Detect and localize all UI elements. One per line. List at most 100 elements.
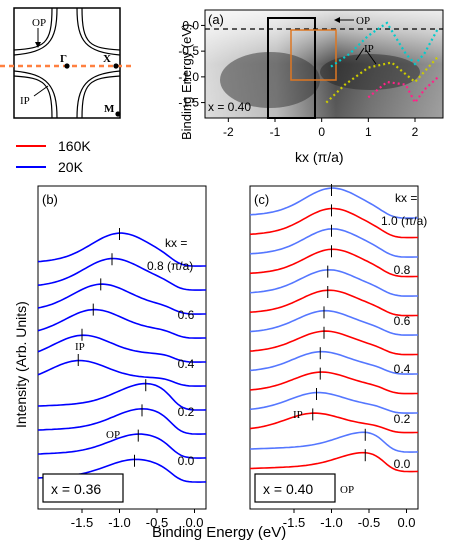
panel-a-xtick-label: -1	[270, 125, 281, 139]
panel-b-xtick-label: -1.0	[108, 515, 130, 530]
panel-c-edc-curve-20k	[249, 350, 418, 375]
panel-a-label: (a)	[208, 12, 224, 27]
panel-a-orange-box	[290, 29, 337, 81]
panel-b-edc-curve	[37, 257, 206, 291]
panel-c-edc-curve-160k	[249, 330, 418, 356]
panel-a-ip-label: IP	[364, 43, 374, 55]
panel-c-edc-curve-20k	[249, 309, 418, 336]
panel-a-annotation: x = 0.40	[208, 100, 251, 114]
panel-b-edc-curve	[37, 334, 206, 363]
panel-c-kx-label: 0.0	[394, 457, 411, 471]
legend: 160K 20K	[16, 138, 91, 175]
panel-c-edc-curve-20k	[249, 228, 418, 258]
panel-a-xlabel: kx (π/a)	[295, 149, 344, 165]
panel-b-kx-header: kx =	[165, 236, 187, 250]
panel-c-kx-top: 1.0 (π/a)	[381, 214, 427, 228]
panel-a: (a) x = 0.40 OP IP Binding Energy (eV) 0…	[178, 9, 444, 165]
panel-a-ip-dispersion-2	[367, 76, 440, 105]
bz-m-label: M	[104, 103, 115, 115]
panel-b-kx-label: 0.4	[178, 357, 195, 371]
panel-c-xtick-label: 0.0	[397, 515, 415, 530]
panel-c-kx-labels: 0.8 0.6 0.4 0.2 0.0	[394, 263, 411, 471]
panel-c-kx-header: kx =	[395, 191, 417, 205]
panel-c-ip-label: IP	[293, 409, 303, 421]
panel-a-black-box	[267, 17, 316, 119]
panel-c-label: (c)	[254, 192, 269, 207]
panel-c-edc-curve-20k	[249, 268, 418, 297]
panel-b-edc-curve	[37, 359, 206, 387]
intensity-ylabel: Intensity (Arb. Units)	[13, 301, 29, 428]
x-point	[113, 63, 119, 69]
m-point	[115, 111, 121, 117]
panel-c-edc-curve-160k	[249, 289, 418, 317]
panel-c-xticks: -1.5 -1.0 -0.5 0.0	[283, 509, 416, 530]
brillouin-zone-diagram: OP Γ X IP M	[0, 7, 132, 119]
gamma-point	[64, 63, 70, 69]
bz-ip-label: IP	[20, 95, 30, 107]
panel-b-kx-label: 0.0	[178, 454, 195, 468]
panel-c-edc-curve-160k	[249, 371, 418, 395]
panel-c-xtick-label: -1.0	[320, 515, 342, 530]
panel-b: (b) kx = 0.8 (π/a) 0.6 0.4 0.2 0.0 IP OP x …	[37, 185, 207, 530]
panel-b-label: (b)	[42, 192, 58, 207]
panel-b-ip-label: IP	[75, 341, 85, 353]
panel-c-xtick-label: -0.5	[358, 515, 380, 530]
panel-c-sample: x = 0.40	[263, 481, 313, 497]
panel-b-xtick-label: -1.5	[71, 515, 93, 530]
legend-label-20k: 20K	[58, 159, 84, 175]
panel-c-curves	[249, 184, 419, 473]
panel-b-edc-curve	[37, 407, 207, 435]
panel-c-kx-label: 0.4	[394, 362, 411, 376]
panel-b-kx-labels: 0.6 0.4 0.2 0.0	[178, 308, 195, 468]
panel-b-edc-curve	[37, 433, 207, 459]
panel-a-xtick-label: 0	[318, 125, 325, 139]
panel-a-ip-dispersion-1	[325, 55, 440, 104]
panel-a-op-label: OP	[356, 15, 370, 27]
panel-a-yticks: 0.0 -0.5 -1.0 -1.5	[178, 18, 205, 110]
panel-b-edc-curve	[37, 382, 207, 411]
panel-c: (c) kx = 1.0 (π/a) 0.8 0.6 0.4 0.2 0.0 IP OP…	[249, 184, 427, 530]
panel-b-curves	[37, 228, 207, 483]
panel-b-edc-curve	[37, 308, 206, 339]
panel-c-kx-label: 0.2	[394, 412, 411, 426]
panel-b-edc-curve	[37, 232, 206, 267]
fermi-surface-inner	[13, 7, 121, 119]
bottom-xlabel: Binding Energy (eV)	[152, 524, 286, 541]
panel-b-edc-curve	[37, 283, 206, 315]
panel-c-edc-curve-160k	[249, 248, 418, 278]
panel-a-frame	[204, 9, 444, 119]
panel-b-sample: x = 0.36	[51, 481, 101, 497]
panel-a-ytick-label: -1.5	[178, 96, 199, 110]
fermi-surface-outer	[13, 7, 121, 119]
panel-a-xticks: -2 -1 0 1 2	[223, 118, 419, 139]
bz-op-arrowhead	[35, 42, 41, 48]
panel-c-edc-curve-160k	[249, 412, 418, 434]
panel-a-ytick-label: -0.5	[178, 44, 199, 58]
bz-op-label: OP	[32, 17, 46, 29]
panel-c-edc-curve-20k	[249, 187, 418, 219]
panel-b-xtick-label: -0.5	[146, 515, 168, 530]
panel-c-edc-curve-160k	[249, 451, 419, 473]
legend-label-160k: 160K	[58, 138, 91, 154]
panel-c-edc-curve-20k	[249, 431, 419, 453]
panel-c-sample-box	[254, 473, 336, 503]
panel-b-op-label: OP	[106, 429, 120, 441]
panel-a-ytick-label: 0.0	[182, 18, 199, 32]
bz-x-label: X	[103, 53, 111, 65]
panel-b-sample-box	[42, 473, 124, 503]
panel-b-xtick-label: 0.0	[185, 515, 203, 530]
panel-c-xtick-label: -1.5	[283, 515, 305, 530]
panel-a-xtick-label: 2	[412, 125, 419, 139]
panel-b-kx-label: 0.2	[178, 405, 195, 419]
panel-b-frame	[37, 185, 207, 510]
panel-b-kx-top: 0.8 (π/a)	[147, 259, 193, 273]
panel-c-frame	[249, 185, 419, 510]
panel-c-edc-curve-20k	[249, 391, 418, 414]
panel-c-edc-curve-160k	[249, 207, 418, 239]
bz-ip-arrow	[33, 85, 49, 97]
bz-frame	[13, 7, 121, 119]
panel-a-xtick-label: 1	[365, 125, 372, 139]
panel-c-op-label: OP	[340, 484, 354, 496]
panel-a-ylabel: Binding Energy (eV)	[179, 24, 194, 140]
